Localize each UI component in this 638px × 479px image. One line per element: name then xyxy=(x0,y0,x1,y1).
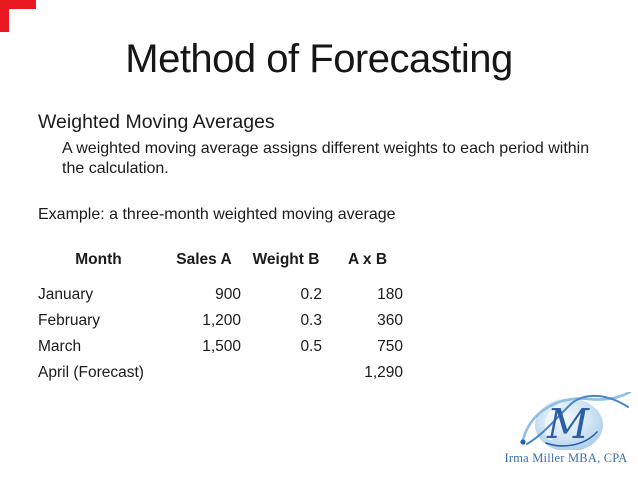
cell-weight: 0.5 xyxy=(300,338,322,355)
company-logo: M Irma Miller MBA, CPA xyxy=(500,392,632,468)
logo-swirl-dot xyxy=(520,439,526,445)
logo-swirl-icon: M xyxy=(520,392,632,450)
table-row: January 900 0.2 180 xyxy=(38,282,403,308)
table-row: March 1,500 0.5 750 xyxy=(38,334,403,360)
cell-axb: 1,290 xyxy=(364,364,403,381)
logo-sphere-highlight xyxy=(544,402,564,440)
column-header-sales: Sales A xyxy=(176,251,232,268)
table-row: April (Forecast) 1,290 xyxy=(38,360,403,386)
column-header-weight: Weight B xyxy=(252,251,320,268)
cell-month: April (Forecast) xyxy=(38,364,144,381)
column-header-month: Month xyxy=(75,251,122,268)
cell-axb: 180 xyxy=(377,286,403,303)
cell-weight xyxy=(241,360,322,386)
body-paragraph: A weighted moving average assigns differ… xyxy=(62,140,590,177)
cell-sales: 900 xyxy=(215,286,241,303)
forecast-table: Month Sales A Weight B A x B January 900… xyxy=(38,250,403,386)
corner-accent-horizontal xyxy=(0,0,36,9)
logo-swirl-light xyxy=(521,392,632,442)
slide-title: Method of Forecasting xyxy=(125,37,513,81)
cell-sales: 1,500 xyxy=(202,338,241,355)
cell-weight: 0.2 xyxy=(300,286,322,303)
cell-weight: 0.3 xyxy=(300,312,322,329)
table-header-row: Month Sales A Weight B A x B xyxy=(38,250,403,270)
cell-sales xyxy=(143,360,241,386)
cell-month: January xyxy=(38,286,94,303)
section-heading: Weighted Moving Averages xyxy=(38,111,275,133)
corner-accent-vertical xyxy=(0,0,9,32)
table-row: February 1,200 0.3 360 xyxy=(38,308,403,334)
cell-month: February xyxy=(38,312,101,329)
logo-monogram: M xyxy=(546,400,590,448)
logo-text: Irma Miller MBA, CPA xyxy=(504,451,628,465)
example-line: Example: a three-month weighted moving a… xyxy=(38,206,396,223)
cell-month: March xyxy=(38,338,82,355)
column-header-axb: A x B xyxy=(347,251,388,268)
logo-monogram-swash xyxy=(545,431,598,447)
cell-axb: 360 xyxy=(377,312,403,329)
cell-axb: 750 xyxy=(377,338,403,355)
logo-swirl-dark xyxy=(526,395,629,445)
cell-sales: 1,200 xyxy=(202,312,241,329)
